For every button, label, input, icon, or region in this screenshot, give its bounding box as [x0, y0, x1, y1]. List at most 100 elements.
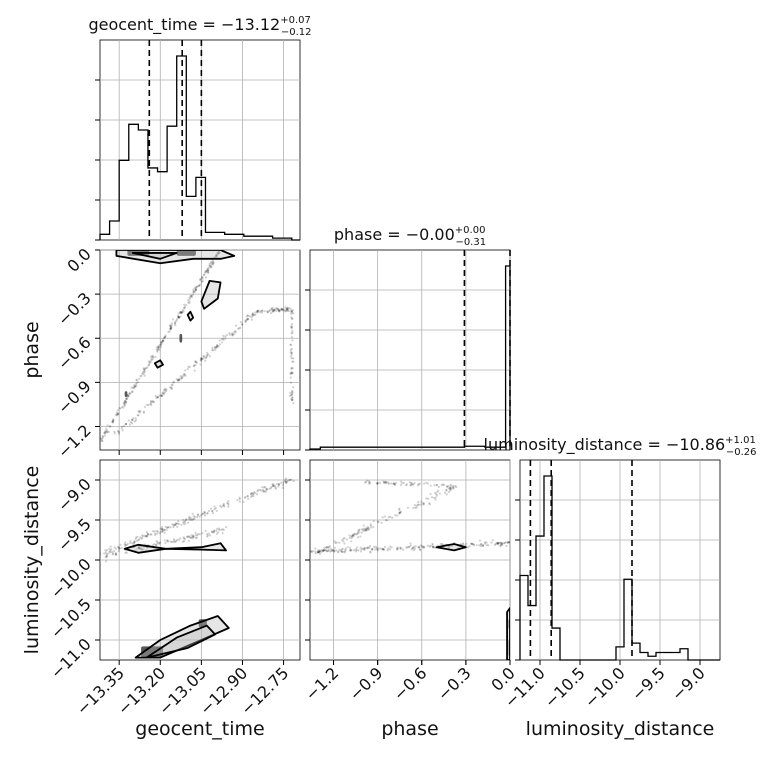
panel-geocent_time_vs_luminosity_distance-point-322 — [172, 540, 175, 544]
panel-geocent_time_vs_phase-point-168 — [212, 260, 215, 264]
panel-geocent_time_vs_phase-point-245 — [116, 409, 120, 412]
panel-phase_vs_luminosity_distance-point-291 — [445, 489, 448, 492]
panel-geocent_time_vs_phase-point-481 — [288, 307, 291, 310]
panel-geocent_time_vs_phase-point-212 — [177, 312, 180, 315]
panel-geocent_time_vs_luminosity_distance-point-250 — [198, 533, 201, 536]
panel-geocent_time_vs_luminosity_distance-point-47 — [262, 489, 265, 493]
panel-phase_vs_luminosity_distance-point-222 — [365, 528, 368, 531]
panel-geocent_time_vs_phase-point-554 — [290, 357, 293, 360]
panel-phase_vs_luminosity_distance-point-36 — [354, 548, 357, 551]
panel-geocent_time_vs_phase-point-140 — [100, 442, 101, 444]
panel-phase_vs_luminosity_distance-point-264 — [417, 500, 420, 504]
panel-geocent_time_vs_phase-point-39 — [157, 346, 160, 349]
panel-phase_vs_luminosity_distance-point-10 — [507, 540, 510, 544]
panel-geocent_time_vs_phase-point-23 — [138, 377, 141, 381]
panel-phase_vs_luminosity_distance-point-386 — [412, 483, 415, 486]
panel-phase_vs_luminosity_distance-point-368 — [402, 481, 405, 485]
panel-phase_vs_luminosity_distance-point-66 — [468, 545, 471, 548]
panel-phase_vs_luminosity_distance-point-377 — [447, 485, 450, 488]
panel-geocent_time_vs_phase-density-0 — [179, 333, 183, 343]
panel-geocent_time_vs_luminosity_distance-point-40 — [188, 516, 191, 520]
panel-geocent_time_vs_luminosity_distance-point-85 — [183, 523, 186, 526]
panel-geocent_time_vs_phase-point-485 — [271, 309, 274, 312]
panel-geocent_time_vs_phase-point-536 — [290, 310, 293, 313]
panel-geocent_time_vs_luminosity_distance-point-144 — [161, 529, 164, 533]
panel-geocent_time_vs_luminosity_distance-point-49 — [264, 490, 268, 493]
panel-geocent_time_vs_luminosity_distance-point-138 — [146, 534, 149, 537]
panel-phase_vs_luminosity_distance-point-157 — [491, 539, 494, 542]
panel-geocent_time_vs_luminosity_distance-point-197 — [133, 540, 136, 543]
panel-geocent_time_vs_phase-point-340 — [155, 396, 158, 399]
panel-geocent_time_vs_phase-point-394 — [172, 381, 175, 384]
panel-phase_vs_luminosity_distance-point-269 — [372, 525, 375, 529]
panel-geocent_time_vs_phase-point-254 — [100, 436, 102, 439]
ytick-label-phase-3: −0.3 — [54, 289, 95, 330]
panel-geocent_time_vs_phase-point-64 — [216, 252, 219, 256]
panel-geocent_time_vs_luminosity_distance-point-120 — [182, 521, 185, 524]
panel-geocent_time_vs_phase-point-326 — [180, 377, 183, 380]
panel-geocent_time_vs_phase-point-96 — [194, 287, 197, 291]
panel-geocent_time_vs_luminosity_distance-point-228 — [216, 527, 219, 530]
xtick-label-phase-0: −1.2 — [301, 663, 342, 704]
panel-geocent_time_vs_luminosity_distance-point-176 — [183, 520, 186, 523]
panel-geocent_time_vs_phase-point-311 — [165, 388, 168, 391]
panel-geocent_time_vs_luminosity_distance-point-91 — [182, 518, 185, 522]
panel-geocent_time_vs_phase-point-495 — [259, 310, 262, 313]
panel-geocent_time_vs_phase-point-291 — [177, 378, 180, 382]
panel-phase_vs_luminosity_distance-point-96 — [447, 546, 450, 549]
panel-geocent_time_vs_phase-point-424 — [213, 346, 216, 349]
panel-geocent_time_vs_phase-point-400 — [188, 365, 191, 369]
panel-phase_vs_luminosity_distance-point-281 — [398, 507, 401, 510]
panel-geocent_time_vs_luminosity_distance-point-30 — [198, 515, 201, 518]
panel-geocent_time_vs_luminosity_distance-point-56 — [176, 522, 179, 525]
panel-geocent_time_vs_luminosity_distance-point-74 — [203, 510, 206, 514]
panel-phase_vs_luminosity_distance-point-303 — [422, 502, 425, 505]
panel-geocent_time_vs_luminosity_distance-point-334 — [158, 541, 161, 545]
panel-phase_vs_luminosity_distance-point-289 — [417, 503, 421, 506]
panel-geocent_time_vs_luminosity_distance-point-43 — [227, 499, 230, 503]
panel-geocent_time_vs_phase-point-63 — [101, 439, 104, 442]
panel-geocent_time_vs_phase-point-546 — [292, 357, 295, 360]
panel-phase_vs_luminosity_distance-point-230 — [356, 530, 360, 533]
panel-geocent_time_vs_phase-point-5 — [143, 370, 146, 373]
panel-geocent_time_vs_phase-point-239 — [100, 439, 103, 443]
panel-geocent_time_vs_luminosity_distance-point-217 — [177, 522, 180, 526]
panel-geocent_time_vs_luminosity_distance-point-158 — [278, 483, 281, 486]
panel-geocent_time_vs_phase-point-308 — [134, 417, 137, 420]
panel-phase_vs_luminosity_distance-point-97 — [509, 541, 510, 544]
panel-phase_vs_luminosity_distance-point-387 — [435, 483, 438, 487]
panel-phase_vs_luminosity_distance-point-315 — [345, 538, 349, 541]
panel-geocent_time_vs_phase-point-281 — [176, 379, 179, 382]
panel-geocent_time_vs_phase-point-41 — [136, 380, 140, 384]
panel-geocent_time_vs_luminosity_distance-point-50 — [271, 484, 275, 487]
panel-phase_vs_luminosity_distance-point-228 — [399, 510, 402, 513]
panel-phase_vs_luminosity_distance-point-152 — [470, 542, 473, 545]
panel-geocent_time_vs_luminosity_distance-point-101 — [161, 529, 164, 532]
panel-geocent_time_vs_luminosity_distance-point-320 — [183, 537, 187, 540]
panel-phase_vs_luminosity_distance-point-184 — [471, 542, 474, 545]
panel-phase_vs_luminosity_distance-point-232 — [317, 550, 320, 553]
panel-geocent_time_vs_luminosity_distance-point-80 — [173, 523, 176, 527]
panel-geocent_time_vs_phase-point-139 — [206, 269, 209, 272]
panel-geocent_time_vs_luminosity_distance-point-36 — [252, 493, 255, 496]
panel-geocent_time_vs_luminosity_distance-point-336 — [211, 531, 214, 534]
panel-phase_vs_luminosity_distance-point-332 — [449, 487, 452, 491]
panel-phase_vs_luminosity_distance-point-118 — [365, 547, 369, 550]
panel-phase_vs_luminosity_distance-point-106 — [344, 548, 347, 551]
panel-phase_vs_luminosity_distance-point-41 — [472, 543, 475, 546]
panel-geocent_time_vs_phase-point-106 — [121, 405, 124, 408]
panel-phase_vs_luminosity_distance-point-196 — [383, 546, 387, 549]
panel-geocent_time_vs_luminosity_distance-point-33 — [281, 483, 285, 486]
panel-geocent_time_vs_phase-point-556 — [291, 389, 294, 392]
panel-geocent_time_vs_phase-point-381 — [228, 333, 232, 336]
panel-geocent_time_vs_phase-point-436 — [180, 376, 183, 379]
panel-geocent_time_vs_phase-point-261 — [170, 386, 173, 390]
panel-phase_vs_luminosity_distance-point-418 — [385, 482, 388, 485]
panel-geocent_time_vs_phase-point-528 — [288, 394, 291, 398]
panel-geocent_time_vs_luminosity_distance-point-194 — [114, 547, 118, 550]
panel-geocent_time_vs_luminosity_distance-point-272 — [220, 528, 223, 531]
panel-geocent_time_vs_phase-point-401 — [133, 420, 137, 423]
panel-phase_vs_luminosity_distance-point-114 — [310, 550, 314, 554]
panel-geocent_time_vs_phase-point-461 — [282, 309, 285, 312]
panel-geocent_time_vs_phase-contour-3 — [186, 310, 195, 322]
